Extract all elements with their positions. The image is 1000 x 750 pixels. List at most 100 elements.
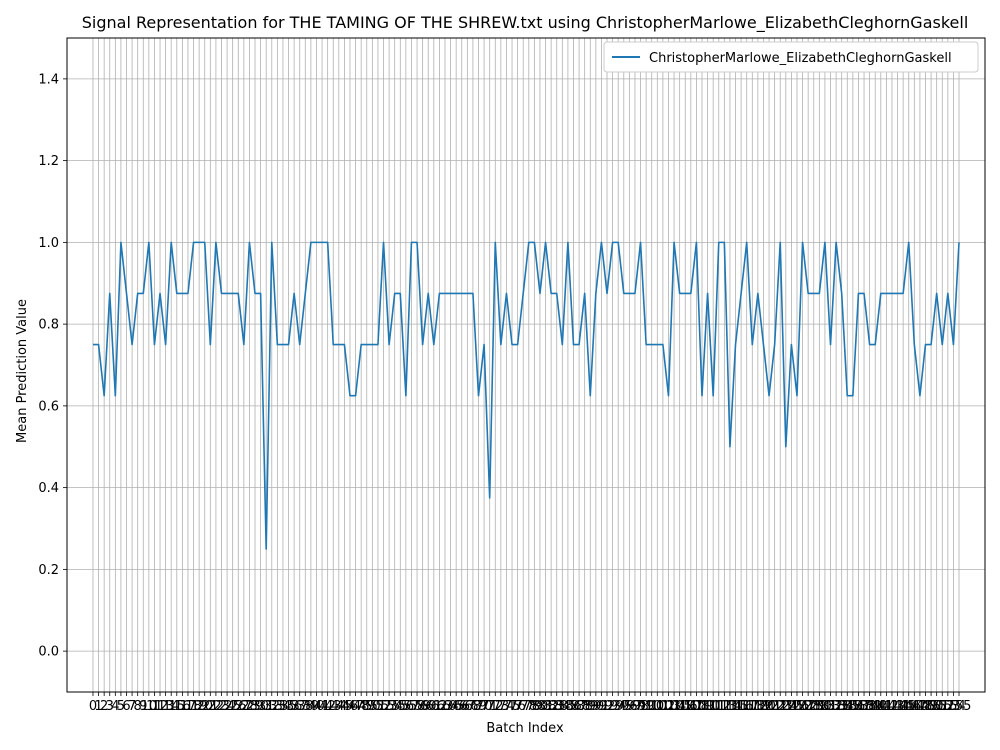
x-axis-label: Batch Index bbox=[486, 721, 564, 736]
x-tick-label: 135 bbox=[835, 699, 860, 714]
y-tick-label: 1.0 bbox=[38, 236, 59, 251]
x-tick-label: 139 bbox=[857, 699, 882, 714]
x-tick-label: 105 bbox=[667, 699, 692, 714]
x-tick-label: 147 bbox=[902, 699, 927, 714]
x-tick-label: 85 bbox=[560, 699, 577, 714]
x-tick-label: 111 bbox=[701, 699, 726, 714]
x-tick-label: 63 bbox=[437, 699, 454, 714]
x-tick-label: 38 bbox=[297, 699, 314, 714]
x-tick-label: 95 bbox=[616, 699, 633, 714]
x-tick-label: 100 bbox=[639, 699, 664, 714]
x-tick-label: 51 bbox=[370, 699, 387, 714]
x-tick-label: 117 bbox=[734, 699, 759, 714]
x-tick-label: 7 bbox=[128, 699, 136, 714]
x-tick-label: 92 bbox=[599, 699, 616, 714]
x-tick-label: 93 bbox=[604, 699, 621, 714]
x-tick-label: 16 bbox=[174, 699, 191, 714]
x-tick-label: 148 bbox=[907, 699, 932, 714]
x-tick-label: 64 bbox=[442, 699, 459, 714]
x-tick-label: 41 bbox=[314, 699, 331, 714]
x-tick-label: 102 bbox=[650, 699, 675, 714]
x-tick-label: 122 bbox=[762, 699, 787, 714]
y-tick-label: 0.0 bbox=[38, 645, 59, 660]
x-tick-label: 0 bbox=[89, 699, 97, 714]
x-tick-label: 126 bbox=[785, 699, 810, 714]
x-tick-label: 153 bbox=[935, 699, 960, 714]
x-tick-label: 118 bbox=[740, 699, 765, 714]
x-tick-label: 33 bbox=[269, 699, 286, 714]
x-tick-label: 46 bbox=[342, 699, 359, 714]
x-tick-label: 104 bbox=[662, 699, 687, 714]
x-tick-label: 23 bbox=[213, 699, 230, 714]
x-tick-label: 131 bbox=[813, 699, 838, 714]
x-tick-label: 151 bbox=[924, 699, 949, 714]
x-tick-label: 42 bbox=[319, 699, 336, 714]
x-tick-label: 150 bbox=[919, 699, 944, 714]
x-tick-label: 142 bbox=[874, 699, 899, 714]
x-tick-label: 86 bbox=[565, 699, 582, 714]
x-tick-label: 78 bbox=[521, 699, 538, 714]
x-tick-label: 35 bbox=[280, 699, 297, 714]
x-tick-label: 3 bbox=[106, 699, 114, 714]
x-tick-label: 61 bbox=[426, 699, 443, 714]
x-tick-label: 54 bbox=[386, 699, 403, 714]
x-tick-label: 21 bbox=[202, 699, 219, 714]
x-tick-label: 89 bbox=[582, 699, 599, 714]
y-axis-ticks: 0.0 0.2 0.4 0.6 0.8 1.0 1.2 1.4 bbox=[38, 72, 67, 660]
x-tick-label: 60 bbox=[420, 699, 437, 714]
x-tick-label: 50 bbox=[364, 699, 381, 714]
x-tick-label: 124 bbox=[773, 699, 798, 714]
x-tick-label: 30 bbox=[252, 699, 269, 714]
x-tick-label: 58 bbox=[409, 699, 426, 714]
x-tick-label: 107 bbox=[678, 699, 703, 714]
x-tick-label: 32 bbox=[264, 699, 281, 714]
x-tick-label: 19 bbox=[191, 699, 208, 714]
x-tick-label: 57 bbox=[403, 699, 420, 714]
x-tick-label: 130 bbox=[807, 699, 832, 714]
x-tick-label: 47 bbox=[347, 699, 364, 714]
x-tick-label: 99 bbox=[638, 699, 655, 714]
x-tick-label: 98 bbox=[632, 699, 649, 714]
x-tick-label: 115 bbox=[723, 699, 748, 714]
x-tick-label: 39 bbox=[303, 699, 320, 714]
x-tick-label: 6 bbox=[122, 699, 130, 714]
y-tick-label: 0.2 bbox=[38, 563, 59, 578]
x-tick-label: 155 bbox=[947, 699, 972, 714]
x-tick-label: 108 bbox=[684, 699, 709, 714]
x-tick-label: 123 bbox=[768, 699, 793, 714]
x-tick-label: 120 bbox=[751, 699, 776, 714]
x-tick-label: 82 bbox=[543, 699, 560, 714]
x-tick-label: 77 bbox=[515, 699, 532, 714]
x-tick-label: 90 bbox=[588, 699, 605, 714]
series-layer bbox=[92, 241, 960, 550]
x-tick-label: 36 bbox=[286, 699, 303, 714]
x-tick-label: 91 bbox=[593, 699, 610, 714]
x-tick-label: 119 bbox=[745, 699, 770, 714]
x-tick-label: 73 bbox=[493, 699, 510, 714]
x-tick-label: 129 bbox=[801, 699, 826, 714]
x-tick-label: 68 bbox=[465, 699, 482, 714]
x-tick-label: 141 bbox=[868, 699, 893, 714]
x-tick-label: 144 bbox=[885, 699, 910, 714]
series-line bbox=[92, 241, 960, 550]
x-tick-label: 34 bbox=[275, 699, 292, 714]
x-tick-label: 97 bbox=[627, 699, 644, 714]
x-tick-label: 56 bbox=[398, 699, 415, 714]
x-tick-label: 59 bbox=[414, 699, 431, 714]
x-tick-label: 28 bbox=[241, 699, 258, 714]
x-tick-label: 45 bbox=[336, 699, 353, 714]
x-tick-label: 69 bbox=[470, 699, 487, 714]
x-gridlines bbox=[92, 38, 960, 692]
x-tick-label: 113 bbox=[712, 699, 737, 714]
x-tick-label: 74 bbox=[498, 699, 515, 714]
x-tick-label: 9 bbox=[139, 699, 147, 714]
x-tick-label: 31 bbox=[258, 699, 275, 714]
x-tick-label: 121 bbox=[757, 699, 782, 714]
x-tick-label: 26 bbox=[230, 699, 247, 714]
x-tick-label: 125 bbox=[779, 699, 804, 714]
x-tick-label: 112 bbox=[706, 699, 731, 714]
x-tick-label: 87 bbox=[571, 699, 588, 714]
x-tick-label: 13 bbox=[157, 699, 174, 714]
legend: ChristopherMarlowe_ElizabethCleghornGask… bbox=[603, 41, 979, 73]
